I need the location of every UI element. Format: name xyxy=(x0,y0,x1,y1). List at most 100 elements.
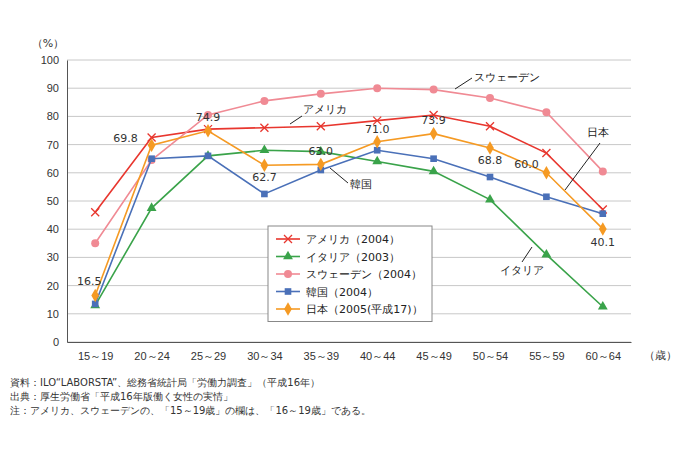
series-marker xyxy=(487,174,494,181)
series-line xyxy=(95,131,603,296)
series-marker xyxy=(148,155,155,162)
annotation-pointer xyxy=(330,168,348,183)
series-marker xyxy=(372,156,382,165)
x-tick: 60～64 xyxy=(586,342,621,362)
series-marker xyxy=(541,249,551,258)
annotation: スウェーデン xyxy=(474,71,540,84)
grid-line xyxy=(67,201,631,202)
x-tick-label: 50～54 xyxy=(473,350,508,362)
series-marker xyxy=(542,108,550,116)
y-tick: 90 xyxy=(47,82,67,94)
y-axis: 0 10 20 30 40 50 60 70 80 90 100 xyxy=(41,54,68,348)
series-marker xyxy=(430,86,438,94)
legend: アメリカ（2004） イタリア（2003） スウェーデン（2004） 韓国（2004）… xyxy=(268,226,432,322)
legend-label: スウェーデン（2004） xyxy=(306,268,422,281)
legend-marker xyxy=(284,302,292,315)
series-marker xyxy=(261,191,268,198)
legend-marker xyxy=(284,270,292,278)
grid-line xyxy=(67,60,631,61)
series-marker xyxy=(91,239,99,247)
series xyxy=(91,124,606,302)
series-marker xyxy=(599,167,607,175)
series-marker xyxy=(430,155,437,162)
series-marker xyxy=(148,156,156,164)
data-label: 16.5 xyxy=(77,275,102,288)
y-tick-label: 40 xyxy=(47,223,59,235)
y-tick-label: 10 xyxy=(47,308,59,320)
series-marker xyxy=(205,153,212,160)
x-tick-label: 45～49 xyxy=(416,350,451,362)
data-label: 73.9 xyxy=(421,114,446,127)
y-tick-label: 70 xyxy=(47,139,59,151)
legend-marker xyxy=(283,251,293,260)
series-marker xyxy=(598,301,608,310)
data-label: 60.0 xyxy=(514,158,539,171)
x-tick-label: 25～29 xyxy=(191,350,226,362)
series-marker xyxy=(317,158,325,171)
x-tick: 15～19 xyxy=(78,342,113,362)
series-marker xyxy=(373,135,381,148)
legend-label: イタリア（2003） xyxy=(306,251,400,264)
annotation: イタリア xyxy=(500,264,544,277)
series-marker xyxy=(260,124,268,132)
y-tick-label: 100 xyxy=(41,54,59,66)
x-tick: 35～39 xyxy=(304,342,339,362)
y-tick-label: 30 xyxy=(47,251,59,263)
series-marker xyxy=(204,124,212,137)
series-marker xyxy=(260,97,268,105)
x-axis-line xyxy=(68,342,632,343)
x-tick-label: 55～59 xyxy=(529,350,564,362)
y-tick-label: 20 xyxy=(47,280,59,292)
y-tick: 10 xyxy=(47,308,67,320)
series-marker xyxy=(486,94,494,102)
series xyxy=(91,111,607,216)
series-marker xyxy=(542,149,550,157)
chart: 0 10 20 30 40 50 60 70 80 90 100 15～19 20～24 25～29 30～… xyxy=(0,0,700,452)
annotation-pointer xyxy=(565,143,600,190)
data-label: 63.0 xyxy=(309,145,334,158)
y-tick: 60 xyxy=(47,167,67,179)
y-tick-label: 0 xyxy=(53,336,59,348)
series-marker xyxy=(599,222,607,235)
y-tick: 40 xyxy=(47,223,67,235)
x-tick: 25～29 xyxy=(191,342,226,362)
legend-label: 韓国（2004） xyxy=(306,286,378,299)
annotation: 日本 xyxy=(587,126,609,139)
data-label: 69.8 xyxy=(113,132,138,145)
y-tick: 80 xyxy=(47,110,67,122)
legend-label: アメリカ（2004） xyxy=(306,233,400,246)
x-tick-label: 15～19 xyxy=(78,350,113,362)
y-tick-label: 50 xyxy=(47,195,59,207)
series xyxy=(91,84,607,247)
series-marker xyxy=(317,122,325,130)
annotation-pointer xyxy=(455,78,472,89)
series-marker xyxy=(147,202,157,211)
x-tick-label: 40～44 xyxy=(360,350,395,362)
y-axis-line xyxy=(67,61,68,343)
data-label: 40.1 xyxy=(591,236,616,249)
series-line xyxy=(95,115,603,212)
y-tick: 50 xyxy=(47,195,67,207)
series-marker xyxy=(317,90,325,98)
x-tick: 50～54 xyxy=(473,342,508,362)
x-tick-label: 30～34 xyxy=(247,350,282,362)
grid-line xyxy=(67,342,631,343)
annotation-pointer xyxy=(290,116,302,124)
legend-marker xyxy=(284,235,292,243)
annotation-pointer xyxy=(522,247,532,262)
series-marker xyxy=(486,122,494,130)
note: 注：アメリカ、スウェーデンの、「15～19歳」の欄は、「16～19歳」である。 xyxy=(10,405,371,416)
series-marker xyxy=(91,289,99,302)
x-tick-label: 20～24 xyxy=(134,350,169,362)
y-tick: 20 xyxy=(47,280,67,292)
data-label: 62.7 xyxy=(252,171,277,184)
x-tick: 55～59 xyxy=(529,342,564,362)
series-marker xyxy=(91,208,99,216)
series-marker xyxy=(599,210,606,217)
x-tick: 20～24 xyxy=(134,342,169,362)
legend-box xyxy=(268,226,432,322)
x-tick: 40～44 xyxy=(360,342,395,362)
x-tick-label: 35～39 xyxy=(304,350,339,362)
y-tick-label: 60 xyxy=(47,167,59,179)
series-marker xyxy=(486,141,494,154)
